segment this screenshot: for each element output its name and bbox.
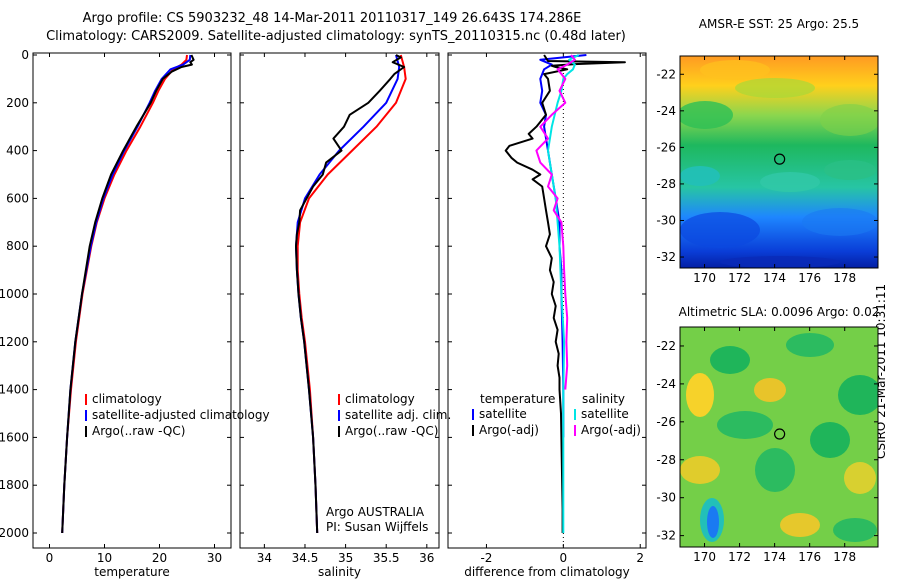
map-x-tick-label: 174 <box>763 550 786 564</box>
map-frame <box>679 55 879 269</box>
y-tick-label: 800 <box>6 239 29 253</box>
y-tick-label: 400 <box>6 144 29 158</box>
x-tick-label: 2 <box>636 551 644 565</box>
figure-title-line1: Argo profile: CS 5903232_48 14-Mar-2011 … <box>82 11 582 26</box>
profile-panel-difference-from-climatology: -2 0 2 difference from climatology <box>447 52 647 579</box>
y-tick-label: 0 <box>21 48 29 62</box>
series-line-salinity-argo-adj- <box>535 54 576 390</box>
map-y-tick-label: -22 <box>656 67 676 81</box>
x-tick-label: 35.5 <box>373 551 400 565</box>
legend-entry: climatology <box>345 392 415 406</box>
y-tick-label: 600 <box>6 191 29 205</box>
series-line-argo-raw-qc- <box>295 54 406 534</box>
series-group <box>504 54 626 533</box>
map-x-tick-label: 178 <box>833 550 856 564</box>
map-y-tick-label: -24 <box>656 377 676 391</box>
legend-difference: temperature salinitysatelliteArgo(-adj)sa… <box>472 392 641 437</box>
y-tick-label: 2000 <box>0 526 29 540</box>
map-y-tick-label: -28 <box>656 177 676 191</box>
y-tick-label: 1600 <box>0 430 29 444</box>
series-line-temperature-argo-adj- <box>504 54 626 533</box>
legend-entry: satellite <box>581 407 629 421</box>
y-tick-label: 200 <box>6 96 29 110</box>
legend-entry: Argo(-adj) <box>479 423 539 437</box>
y-tick-label: 1800 <box>0 478 29 492</box>
map-x-tick-label: 176 <box>798 550 821 564</box>
x-tick-label: 0 <box>46 551 54 565</box>
argo-position-marker <box>774 428 786 440</box>
x-axis-label: temperature <box>94 565 169 579</box>
panel-frame <box>447 52 647 549</box>
x-axis-label: difference from climatology <box>464 565 630 579</box>
map-y-tick-label: -22 <box>656 339 676 353</box>
x-axis-label: salinity <box>318 565 361 579</box>
legend-header-salinity: salinity <box>582 392 625 406</box>
map-x-tick-label: 174 <box>763 271 786 285</box>
series-group <box>61 54 195 534</box>
map-x-tick-label: 170 <box>693 550 716 564</box>
sla-heatmap <box>680 327 878 547</box>
map-x-tick-label: 170 <box>693 271 716 285</box>
y-tick-label: 1000 <box>0 287 29 301</box>
x-tick-label: 30 <box>207 551 222 565</box>
x-tick-label: 34.5 <box>292 551 319 565</box>
series-line-argo-raw-qc- <box>61 54 195 534</box>
map-y-tick-label: -28 <box>656 453 676 467</box>
x-tick-label: -2 <box>480 551 492 565</box>
map-x-tick-label: 172 <box>728 550 751 564</box>
map-y-tick-label: -32 <box>656 250 676 264</box>
argo-position-marker <box>774 153 786 165</box>
legend-entry: satellite adj. clim. <box>345 408 451 422</box>
map-y-tick-label: -30 <box>656 491 676 505</box>
legend-entry: satellite-adjusted climatology <box>92 408 270 422</box>
x-tick-label: 10 <box>97 551 112 565</box>
map-x-tick-label: 172 <box>728 271 751 285</box>
map-title: AMSR-E SST: 25 Argo: 25.5 <box>699 17 859 31</box>
sst-heatmap <box>680 56 878 268</box>
map-x-tick-label: 178 <box>833 271 856 285</box>
series-line-satellite-adj-clim- <box>295 54 401 534</box>
map-x-tick-label: 176 <box>798 271 821 285</box>
y-tick-label: 1400 <box>0 383 29 397</box>
x-tick-label: 35 <box>338 551 353 565</box>
map-frame <box>679 326 879 548</box>
series-line-climatology <box>61 54 188 534</box>
profile-panel-temperature: 0 200 400 600 800 1000 1200 1400 1600 1800 2000 0 10… <box>0 48 232 579</box>
x-tick-label: 36 <box>419 551 434 565</box>
annotation-line2: PI: Susan Wijffels <box>326 520 428 534</box>
legend-entry: Argo(..raw -QC) <box>92 424 185 438</box>
panel-frame <box>239 52 440 549</box>
legend-entry: satellite <box>479 407 527 421</box>
map-title: Altimetric SLA: 0.0096 Argo: 0.02 <box>679 305 880 319</box>
figure-title-line2: Climatology: CARS2009. Satellite-adjuste… <box>46 29 626 44</box>
map-y-tick-label: -30 <box>656 213 676 227</box>
map-panel-sst: AMSR-E SST: 25 Argo: 25.5 170 172 174 176 178… <box>656 17 879 285</box>
legend-header-temperature: temperature <box>480 392 555 406</box>
series-group <box>295 54 407 534</box>
map-y-tick-label: -32 <box>656 529 676 543</box>
legend-entry: climatology <box>92 392 162 406</box>
series-line-salinity-satellite <box>547 54 580 533</box>
legend-entry: Argo(..raw -QC) <box>345 424 438 438</box>
legend-entry: Argo(-adj) <box>581 423 641 437</box>
map-y-tick-label: -26 <box>656 140 676 154</box>
legend-salinity: climatology satellite adj. clim. Argo(..ra… <box>338 392 451 438</box>
map-panel-sla: Altimetric SLA: 0.0096 Argo: 0.02 170 172 1… <box>656 305 879 564</box>
legend-temperature: climatology satellite-adjusted climatolog… <box>85 392 270 438</box>
y-tick-label: 1200 <box>0 335 29 349</box>
map-y-tick-label: -24 <box>656 104 676 118</box>
x-tick-label: 34 <box>257 551 272 565</box>
map-y-tick-label: -26 <box>656 415 676 429</box>
x-tick-label: 0 <box>560 551 568 565</box>
annotation-line1: Argo AUSTRALIA <box>326 505 425 519</box>
profile-panel-salinity: 34 34.5 35 35.5 36 salinity <box>239 52 440 579</box>
x-tick-label: 20 <box>152 551 167 565</box>
panel-frame <box>32 52 232 549</box>
